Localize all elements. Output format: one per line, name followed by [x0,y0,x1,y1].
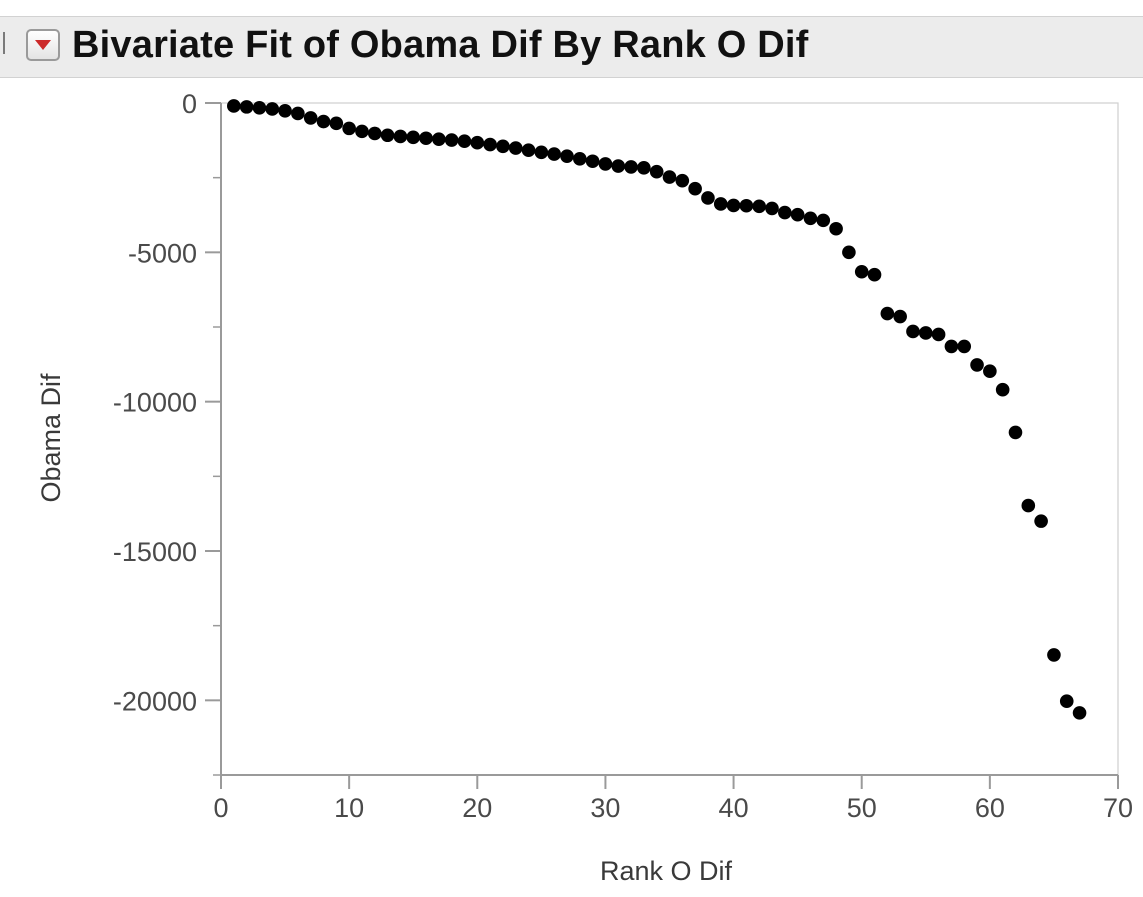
data-point [970,358,984,372]
data-point [265,102,280,116]
data-point [432,132,446,146]
data-point [893,309,907,324]
data-point [496,139,510,154]
data-point [842,245,856,260]
data-point [406,130,421,145]
data-point [662,170,677,184]
data-point [483,137,497,152]
data-point [316,114,331,129]
x-tick-label: 70 [1103,793,1133,823]
data-point [534,145,549,160]
data-point [983,364,997,379]
data-point [547,147,561,161]
data-point [816,213,831,228]
data-point [790,207,805,222]
data-point [573,152,587,166]
data-point [739,198,754,213]
y-tick-label: -5000 [128,238,197,268]
data-point [765,201,779,216]
data-point [419,131,433,146]
data-point [329,116,344,131]
data-point [278,103,292,118]
data-point [688,181,702,196]
data-point [701,191,715,205]
data-point [829,221,843,236]
data-point [585,154,600,169]
data-point [611,159,626,173]
y-tick-label: -10000 [113,388,197,418]
data-point [906,324,920,339]
data-point [521,143,536,157]
data-point [1072,706,1087,720]
data-point [752,199,766,214]
x-axis-title: Rank O Dif [600,856,733,886]
report-title: Bivariate Fit of Obama Dif By Rank O Dif [72,24,809,66]
data-point [1021,498,1036,513]
y-tick-label: -15000 [113,537,197,567]
x-tick-label: 30 [590,793,620,823]
data-point [560,149,574,163]
data-point [1034,514,1048,528]
y-tick-label: -20000 [113,686,197,716]
data-points [227,99,1087,720]
data-point [1059,694,1074,709]
data-point [957,339,972,354]
data-point [444,133,459,147]
x-tick-label: 50 [847,793,877,823]
outline-bracket [3,32,9,54]
y-tick-label: 0 [182,89,197,119]
data-point [624,160,638,174]
data-point [995,382,1010,397]
report-header [0,16,1143,78]
data-point [1008,425,1023,440]
data-point [380,128,395,143]
data-point [867,267,882,282]
x-tick-label: 0 [213,793,228,823]
data-point [303,111,318,125]
data-point [367,126,382,141]
data-point [239,100,254,114]
data-point [931,327,946,342]
data-point [713,197,728,211]
data-point [342,121,356,136]
data-point [291,106,305,121]
x-tick-label: 40 [719,793,749,823]
y-axis: 0 -5000 -10000 -15000 -20000 [113,89,221,776]
y-axis-title: Obama Dif [36,373,66,503]
data-point [470,135,485,150]
x-tick-label: 10 [334,793,364,823]
data-point [880,306,895,321]
data-point [649,164,664,179]
data-point [252,100,267,115]
plot-area [220,102,1119,776]
data-point [393,129,408,144]
data-point [637,161,651,175]
disclosure-button[interactable] [26,29,60,61]
data-point [854,264,869,279]
data-point [675,173,690,188]
x-tick-label: 20 [462,793,492,823]
data-point [457,134,472,149]
data-point [508,141,523,155]
data-point [726,198,741,213]
data-point [778,205,792,220]
red-down-triangle-icon [35,40,51,50]
data-point [355,124,369,139]
data-point [1047,648,1061,662]
x-tick-label: 60 [975,793,1005,823]
data-point [944,339,959,354]
data-point [918,326,933,340]
data-point [598,157,613,171]
data-point [227,99,241,113]
x-axis: 0 10 20 30 40 50 60 70 [213,775,1133,823]
plot-frame [220,102,1119,776]
data-point [803,211,818,226]
